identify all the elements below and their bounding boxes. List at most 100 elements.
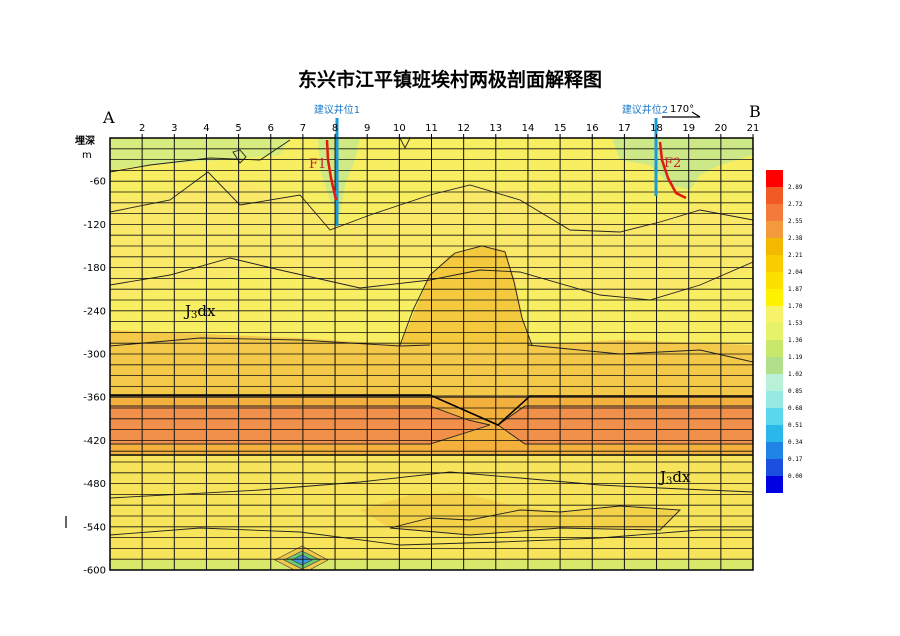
station-tick-label: 21 xyxy=(747,123,760,134)
station-tick-label: 19 xyxy=(682,123,695,134)
legend-swatch xyxy=(766,255,783,272)
legend-value: 2.55 xyxy=(788,218,803,225)
station-tick-label: 10 xyxy=(393,123,406,134)
legend-value: 1.19 xyxy=(788,354,803,361)
legend-value: 1.53 xyxy=(788,320,803,327)
legend-swatch xyxy=(766,408,783,425)
legend-value: 0.85 xyxy=(788,388,803,395)
stratum-label-lower: J3dx xyxy=(658,468,691,487)
depth-axis-unit: m xyxy=(82,150,92,161)
depth-tick-label: -420 xyxy=(83,436,106,447)
legend-value: 2.38 xyxy=(788,235,803,242)
azimuth-label: 170° xyxy=(670,104,694,115)
section-end-a: A xyxy=(102,108,115,127)
well-1: 建议井位1 xyxy=(314,103,360,226)
legend-value: 1.87 xyxy=(788,286,803,293)
depth-axis-label: 埋深 xyxy=(75,134,95,147)
station-tick-label: 9 xyxy=(364,123,370,134)
legend-value: 1.36 xyxy=(788,337,803,344)
station-tick-label: 20 xyxy=(714,123,727,134)
station-tick-label: 14 xyxy=(522,123,535,134)
figure-title: 东兴市江平镇班埃村两极剖面解释图 xyxy=(298,68,602,91)
legend-labels: 2.89 2.72 2.55 2.38 2.21 2.04 1.87 1.70 1.53 1.36… xyxy=(788,184,803,480)
deep-band-top-line xyxy=(110,394,753,426)
fault-f1-label: F1 xyxy=(309,157,326,172)
azimuth-arrow-head xyxy=(691,111,701,118)
stratum-label-upper: J3dx xyxy=(183,302,216,321)
legend-swatch xyxy=(766,272,783,289)
depth-tick-label: -360 xyxy=(83,393,106,404)
legend-swatch xyxy=(766,357,783,374)
legend-value: 1.02 xyxy=(788,371,803,378)
legend-swatch xyxy=(766,476,783,493)
legend-swatch xyxy=(766,204,783,221)
legend-swatch xyxy=(766,170,783,187)
legend-value: 2.21 xyxy=(788,252,803,259)
deep-band-right xyxy=(498,406,753,444)
legend-swatch xyxy=(766,306,783,323)
depth-tick-label: -600 xyxy=(83,566,106,577)
station-tick-label: 3 xyxy=(171,123,177,134)
legend-swatch xyxy=(766,289,783,306)
fault-f2-line xyxy=(658,141,687,200)
depth-axis: -60 -120 -180 -240 -300 -360 -420 -480 -540 -600 xyxy=(83,177,106,577)
legend-swatch xyxy=(766,238,783,255)
station-tick-label: 17 xyxy=(618,123,631,134)
station-axis: 2 3 4 5 6 7 8 9 10 11 12 13 14 15 16 17 18 19 20 21 xyxy=(139,123,759,138)
legend-swatch xyxy=(766,391,783,408)
legend-swatch xyxy=(766,442,783,459)
depth-tick-label: -240 xyxy=(83,306,106,317)
well-2: 建议井位2 xyxy=(622,103,668,196)
station-tick-label: 5 xyxy=(235,123,241,134)
fault-f2-label: F2 xyxy=(664,156,681,171)
top-green-left xyxy=(110,138,290,170)
legend-swatch xyxy=(766,425,783,442)
legend-value: 2.04 xyxy=(788,269,803,276)
depth-tick-label: -540 xyxy=(83,522,106,533)
section-grid xyxy=(110,138,753,570)
depth-tick-label: -300 xyxy=(83,350,106,361)
legend-value: 0.34 xyxy=(788,439,803,446)
station-tick-label: 18 xyxy=(650,123,663,134)
station-tick-label: 16 xyxy=(586,123,599,134)
depth-tick-label: -480 xyxy=(83,479,106,490)
legend-swatches xyxy=(766,170,783,493)
fault-f1-line xyxy=(325,139,338,201)
station-tick-label: 8 xyxy=(332,123,338,134)
station-tick-label: 4 xyxy=(203,123,209,134)
legend-swatch xyxy=(766,340,783,357)
legend-value: 0.17 xyxy=(788,456,803,463)
top-green-right xyxy=(612,138,753,190)
legend-value: 0.00 xyxy=(788,473,803,480)
station-tick-label: 12 xyxy=(457,123,470,134)
deep-band-left xyxy=(110,406,490,444)
lower-orange-lens xyxy=(360,492,680,535)
station-tick-label: 11 xyxy=(425,123,438,134)
legend-value: 2.72 xyxy=(788,201,803,208)
legend-value: 2.89 xyxy=(788,184,803,191)
station-tick-label: 15 xyxy=(554,123,567,134)
legend-swatch xyxy=(766,374,783,391)
legend-value: 1.70 xyxy=(788,303,803,310)
legend-swatch xyxy=(766,221,783,238)
depth-tick-label: -120 xyxy=(83,220,106,231)
station-tick-label: 2 xyxy=(139,123,145,134)
depth-tick-label: -180 xyxy=(83,263,106,274)
legend-value: 0.68 xyxy=(788,405,803,412)
legend-swatch xyxy=(766,187,783,204)
station-tick-label: 6 xyxy=(268,123,274,134)
legend-swatch xyxy=(766,323,783,340)
azimuth-indicator: 170° xyxy=(662,104,701,118)
station-tick-label: 13 xyxy=(489,123,502,134)
color-legend: 2.89 2.72 2.55 2.38 2.21 2.04 1.87 1.70 1.53 1.36… xyxy=(766,170,803,493)
well-1-label: 建议井位1 xyxy=(314,103,360,116)
station-tick-label: 7 xyxy=(300,123,306,134)
depth-tick-label: -60 xyxy=(90,177,106,188)
well-2-label: 建议井位2 xyxy=(622,103,668,116)
section-end-b: B xyxy=(749,102,761,121)
legend-value: 0.51 xyxy=(788,422,803,429)
central-dome-zone xyxy=(400,245,532,345)
legend-swatch xyxy=(766,459,783,476)
section-plot: 建议井位1 建议井位2 F1 F2 J3dx J3dx xyxy=(109,103,754,571)
